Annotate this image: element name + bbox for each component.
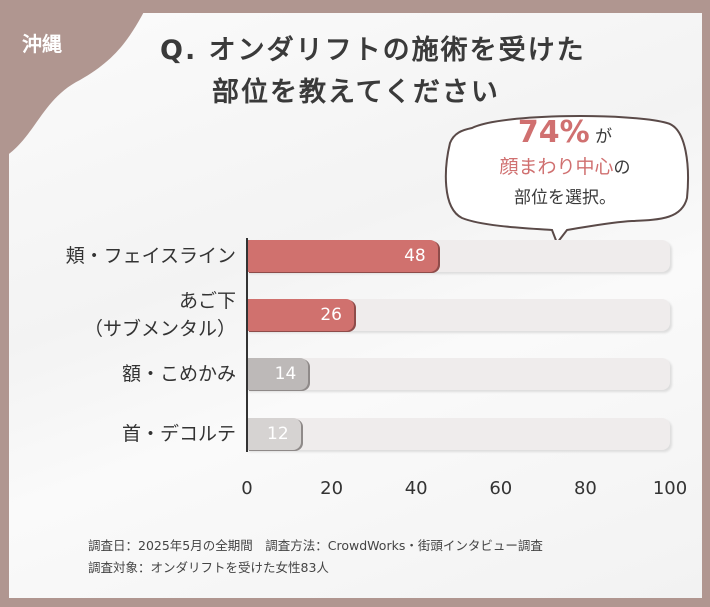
- x-tick-label: 60: [489, 478, 513, 499]
- callout-percent: 74%: [517, 115, 590, 150]
- bar-track: [247, 358, 670, 390]
- bar-value-label: 14: [274, 364, 297, 384]
- category-label-line: 首・デコルテ: [121, 423, 236, 445]
- callout-text: 74% が 顔まわり中心の 部位を選択。: [450, 118, 680, 213]
- callout-no: の: [613, 158, 631, 178]
- bar-value-label: 12: [267, 424, 289, 444]
- x-tick-label: 40: [404, 478, 428, 499]
- x-tick-label: 0: [241, 478, 253, 499]
- bar: 12: [247, 418, 301, 450]
- x-tick-label: 100: [652, 478, 688, 499]
- bar: 48: [247, 240, 438, 272]
- category-label: あご下 （サブメンタル）: [84, 287, 236, 343]
- title-line-1: Q. オンダリフトの施術を受けた: [160, 35, 586, 66]
- category-label: 額・こめかみ: [122, 360, 236, 388]
- category-label-line: 頬・フェイスライン: [65, 245, 236, 267]
- speech-bubble: [444, 115, 689, 243]
- region-tag-shape: [0, 0, 150, 160]
- region-tag: 沖縄: [22, 32, 62, 56]
- x-tick-label: 20: [320, 478, 344, 499]
- category-label-line: あご下: [178, 290, 236, 312]
- callout-highlight: 顔まわり中心: [499, 156, 614, 178]
- survey-note-1: 調査日：2025年5月の全期間 調査方法：CrowdWorks・街頭インタビュー…: [88, 538, 543, 553]
- bar: 14: [247, 358, 309, 390]
- survey-note-2: 調査対象：オンダリフトを受けた女性83人: [88, 560, 329, 575]
- bar-track: [247, 418, 670, 450]
- callout-ga: が: [595, 127, 613, 147]
- bar-value-label: 26: [320, 305, 342, 325]
- page-title: Q. オンダリフトの施術を受けた部位を教えてください: [160, 30, 680, 114]
- category-label-line: （サブメンタル）: [83, 318, 236, 340]
- category-label-line: 額・こめかみ: [121, 363, 236, 385]
- category-label: 首・デコルテ: [122, 420, 236, 448]
- callout-line3: 部位を選択。: [514, 188, 616, 208]
- category-label: 頬・フェイスライン: [66, 242, 236, 270]
- bar-value-label: 48: [404, 246, 426, 266]
- bar: 26: [247, 299, 354, 331]
- x-tick-label: 80: [573, 478, 597, 499]
- title-line-2: 部位を教えてください: [212, 77, 500, 108]
- y-axis-line: [246, 238, 248, 452]
